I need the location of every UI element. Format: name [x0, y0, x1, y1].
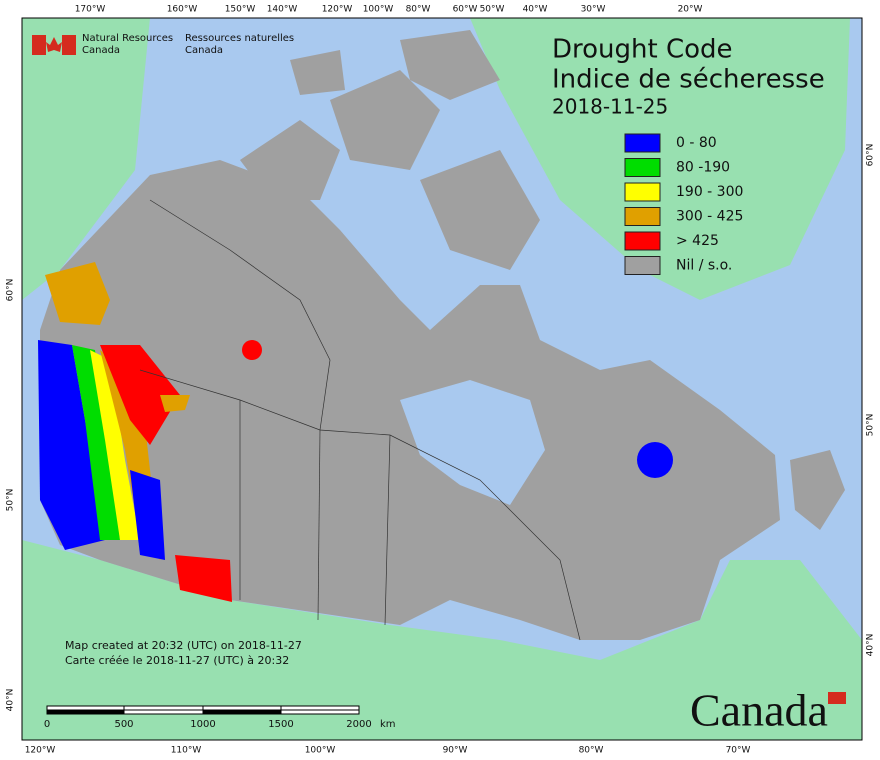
flag-bar [32, 35, 46, 55]
lat-label: 50°N [866, 414, 876, 437]
lon-label: 50°W [480, 5, 505, 15]
legend-label: > 425 [676, 233, 719, 249]
title-fr: Indice de sécheresse [552, 65, 825, 95]
island [400, 30, 500, 100]
lon-label: 150°W [225, 5, 256, 15]
scale-label: 2000 [346, 719, 371, 730]
drought-patch [242, 340, 262, 360]
lat-label: 40°N [866, 634, 876, 657]
drought-patch [72, 345, 120, 540]
agency: Natural Resources [82, 33, 173, 44]
lat-label: 50°N [6, 489, 16, 512]
legend-swatch [624, 256, 661, 275]
scale-segment [123, 709, 204, 715]
lat-label: 40°N [6, 689, 16, 712]
borders [139, 199, 581, 641]
island [420, 150, 540, 270]
maple-leaf [46, 37, 62, 52]
scale-segment [202, 705, 282, 711]
hudson-bay [400, 380, 545, 505]
scale-segment [46, 709, 125, 715]
island [290, 50, 345, 95]
scale-unit: km [380, 719, 396, 730]
scale-segment [202, 709, 282, 715]
drought-patch [160, 395, 190, 412]
legend-label: 80 -190 [676, 160, 730, 176]
scale-segment [46, 705, 125, 711]
legend-swatch [624, 231, 661, 251]
scale-segment [123, 705, 204, 711]
alaska [22, 18, 150, 300]
legend-label: 190 - 300 [676, 184, 743, 200]
lon-label: 20°W [678, 5, 703, 15]
border [384, 434, 391, 626]
island [330, 70, 440, 170]
border [317, 429, 321, 621]
drought-patch [38, 340, 105, 550]
drought-patch [100, 345, 180, 445]
lon-label: 120°W [25, 746, 56, 756]
usa [22, 540, 862, 740]
lat-label: 60°N [6, 279, 16, 302]
legend-label: 0 - 80 [676, 135, 717, 151]
credit: Carte créée le 2018-11-27 (UTC) à 20:32 [65, 654, 289, 667]
legend-swatch [624, 158, 661, 177]
agency: Canada [82, 45, 120, 56]
drought-patches [38, 262, 673, 602]
legend-label: 300 - 425 [676, 209, 743, 225]
agency: Ressources naturelles [185, 33, 294, 44]
wordmark-flag [828, 692, 846, 704]
wordmark: Canada [690, 685, 828, 736]
island [240, 120, 340, 200]
scale-label: 1500 [268, 719, 293, 730]
legend-swatch [624, 207, 661, 226]
lon-label: 90°W [443, 746, 468, 756]
scale-segment [280, 709, 360, 715]
arctic-islands [240, 30, 540, 270]
lon-label: 120°W [322, 5, 353, 15]
lon-label: 40°W [523, 5, 548, 15]
lon-label: 100°W [363, 5, 394, 15]
drought-patch [90, 350, 140, 540]
scale-label: 1000 [190, 719, 215, 730]
drought-patch [45, 262, 110, 325]
lon-label: 70°W [726, 746, 751, 756]
lon-label: 170°W [75, 5, 106, 15]
legend-label: Nil / s.o. [676, 258, 732, 274]
drought-patch [175, 555, 232, 602]
lon-label: 140°W [267, 5, 298, 15]
lon-label: 100°W [305, 746, 336, 756]
legend-swatch [624, 133, 661, 153]
agency: Canada [185, 45, 223, 56]
lon-label: 110°W [171, 746, 202, 756]
credit: Map created at 20:32 (UTC) on 2018-11-27 [65, 639, 302, 652]
frame [21, 17, 863, 741]
date: 2018-11-25 [552, 95, 668, 119]
legend-swatch [624, 182, 661, 202]
lon-label: 60°W [453, 5, 478, 15]
drought-patch [637, 442, 673, 478]
lon-label: 80°W [579, 746, 604, 756]
drought-patch [130, 470, 165, 560]
scale-label: 500 [114, 719, 133, 730]
lon-label: 80°W [406, 5, 431, 15]
flag-bar [62, 35, 76, 55]
scale-segment [280, 705, 360, 711]
lat-label: 60°N [866, 144, 876, 167]
title: Drought Code [552, 35, 733, 65]
newfoundland [790, 450, 845, 530]
lon-label: 160°W [167, 5, 198, 15]
scale-label: 0 [44, 719, 50, 730]
lon-label: 30°W [581, 5, 606, 15]
